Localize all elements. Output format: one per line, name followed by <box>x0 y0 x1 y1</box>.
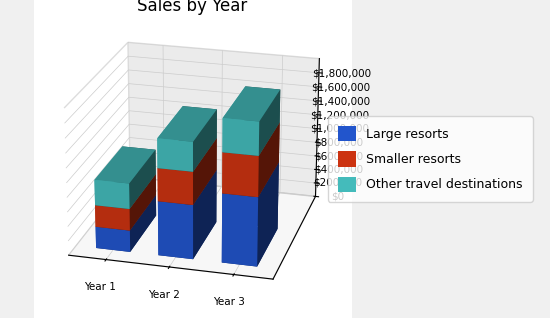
Legend: Large resorts, Smaller resorts, Other travel destinations: Large resorts, Smaller resorts, Other tr… <box>327 116 533 202</box>
Title: Sales by Year: Sales by Year <box>138 0 248 15</box>
